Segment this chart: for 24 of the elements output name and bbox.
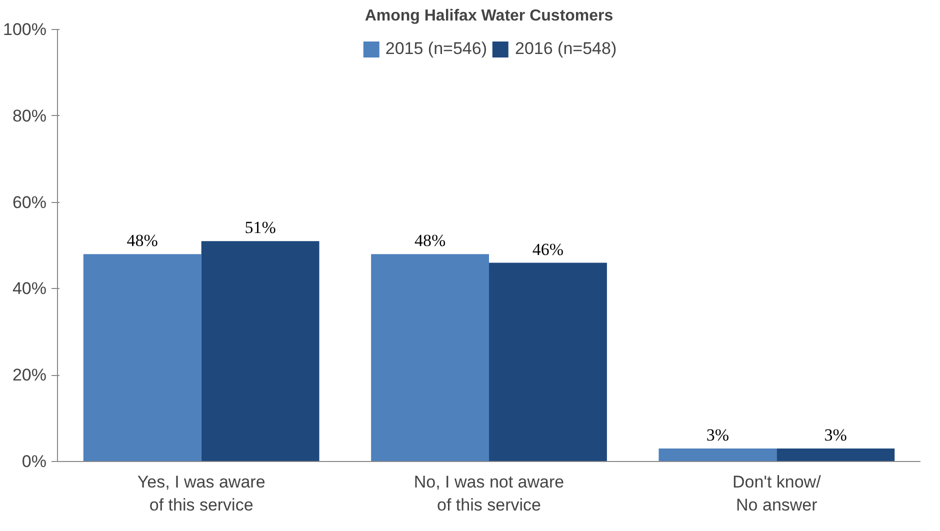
y-tick-label: 60% — [12, 192, 47, 212]
data-label: 48% — [126, 231, 158, 250]
y-tick-label: 0% — [22, 452, 47, 471]
data-label: 3% — [824, 426, 847, 445]
bar — [658, 448, 777, 462]
y-tick-label: 100% — [3, 20, 47, 39]
bar — [83, 254, 202, 462]
data-label: 3% — [706, 426, 730, 445]
legend-label: 2015 (n=546) — [385, 39, 487, 59]
legend-label: 2016 (n=548) — [515, 39, 617, 59]
data-label: 46% — [532, 240, 564, 259]
x-tick-label: No, I was not aware of this service — [414, 472, 564, 514]
chart-title: Among Halifax Water Customers — [364, 8, 614, 24]
y-tick-label: 20% — [12, 366, 47, 385]
y-tick-label: 80% — [12, 106, 47, 126]
bar — [776, 448, 895, 462]
bar — [371, 254, 489, 462]
y-tick-label: 40% — [12, 279, 47, 298]
bar — [489, 262, 607, 462]
x-tick-label: Don't know/ No answer — [732, 472, 822, 514]
data-label: 48% — [414, 231, 446, 250]
bar — [201, 241, 320, 462]
data-label: 51% — [244, 218, 276, 238]
x-tick-label: Yes, I was aware of this service — [137, 472, 266, 514]
